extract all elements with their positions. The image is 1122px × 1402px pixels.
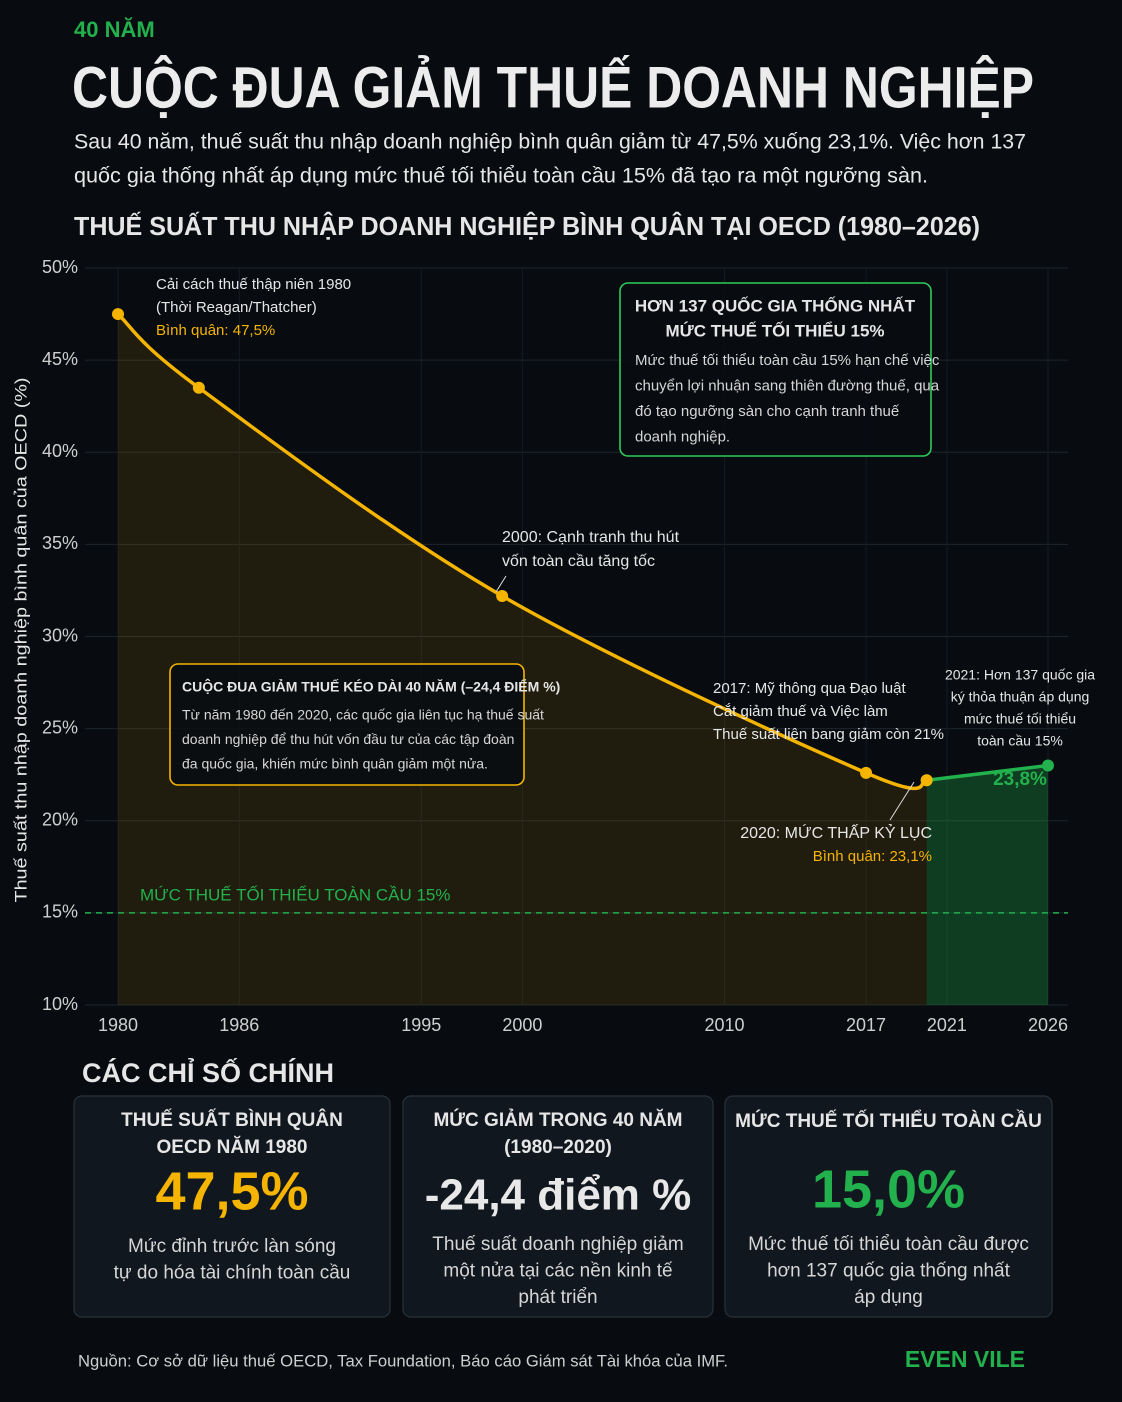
y-tick-label: 15% [42,902,78,922]
y-tick-label: 30% [42,625,78,645]
x-tick-label: 2021 [927,1015,967,1035]
kpi-description: Thuế suất doanh nghiệp giảm [432,1234,683,1255]
line [926,763,1049,782]
callout-body: Mức thuế tối thiểu toàn cầu 15% hạn chế … [635,352,940,369]
reference-label: MỨC THUẾ TỐI THIỂU TOÀN CẦU 15% [140,884,451,904]
annotation: (Thời Reagan/Thatcher) [156,299,317,316]
callout-title: MỨC THUẾ TỐI THIỂU 15% [665,320,884,340]
callout-title: CUỘC ĐUA GIẢM THUẾ KÉO DÀI 40 NĂM (–24,4… [182,678,560,695]
kpi-description: Mức thuế tối thiểu toàn cầu được [748,1234,1029,1255]
annotation: 2000: Cạnh tranh thu hút [502,529,680,546]
kpi-card [73,1095,391,1318]
y-tick-label: 25% [42,717,78,737]
subtitle: quốc gia thống nhất áp dụng mức thuế tối… [74,165,928,188]
annotation: 2020: MỨC THẤP KỶ LỤC [740,823,932,842]
area [926,765,1048,1005]
callout-box [169,663,525,786]
x-tick-label: 2026 [1028,1015,1068,1035]
y-tick-label: 10% [42,994,78,1014]
y-tick-label: 40% [42,441,78,461]
callout-title: HƠN 137 QUỐC GIA THỐNG NHẤT [635,295,916,315]
kpi-card [724,1095,1053,1318]
point [920,774,933,787]
annotation: Cải cách thuế thập niên 1980 [156,276,351,293]
leader [495,575,507,593]
x-tick-label: 1980 [98,1015,138,1035]
x-tick-label: 2000 [502,1015,542,1035]
annotation-value: 23,8% [993,769,1047,790]
y-axis-label: Thuế suất thu nhập doanh nghiệp bình quâ… [11,378,30,903]
x-tick-label: 1986 [219,1015,259,1035]
callout-body: doanh nghiệp. [635,428,730,445]
kpi-title: OECD NĂM 1980 [157,1136,308,1158]
annotation: Cắt giảm thuế và Việc làm [713,703,888,720]
point [860,766,873,779]
point [496,589,509,602]
callout-body: đa quốc gia, khiến mức bình quân giảm mộ… [182,756,488,772]
x-tick-label: 2010 [704,1015,744,1035]
annotation-value: Bình quân: 47,5% [156,322,275,339]
source: Nguồn: Cơ sở dữ liệu thuế OECD, Tax Foun… [78,1351,728,1370]
kpi-value: 15,0% [812,1159,965,1219]
y-tick-label: 20% [42,810,78,830]
kpi-title: THUẾ SUẤT BÌNH QUÂN [121,1109,343,1131]
subtitle: Sau 40 năm, thuế suất thu nhập doanh ngh… [74,131,1026,154]
kpi-description: áp dụng [854,1287,923,1308]
y-tick-label: 35% [42,533,78,553]
callout-box [619,282,932,457]
kpi-value: 47,5% [155,1161,308,1221]
leader [889,781,915,821]
title: CUỘC ĐUA GIẢM THUẾ DOANH NGHIỆP [72,55,1034,120]
annotation: toàn cầu 15% [977,733,1063,749]
annotation: 2017: Mỹ thông qua Đạo luật [713,680,906,697]
kpi-card [402,1095,714,1318]
brand: EVEN VILE [905,1346,1025,1372]
y-tick-label: 45% [42,349,78,369]
x-tick-label: 2017 [846,1015,886,1035]
kpi-title: MỨC GIẢM TRONG 40 NĂM [433,1109,682,1131]
area [118,314,927,1005]
point [1042,759,1054,772]
annotation-value: Bình quân: 23,1% [813,848,932,865]
chart-title: THUẾ SUẤT THU NHẬP DOANH NGHIỆP BÌNH QUÂ… [74,211,980,241]
callout-body: doanh nghiệp để thu hút vốn đầu tư của c… [182,731,514,747]
point [112,308,124,321]
callout-body: chuyển lợi nhuận sang thiên đường thuế, … [635,377,940,394]
annotation: mức thuế tối thiểu [964,711,1076,727]
kpi-description: hơn 137 quốc gia thống nhất [767,1261,1010,1282]
section-title: CÁC CHỈ SỐ CHÍNH [82,1056,334,1088]
annotation: vốn toàn cầu tăng tốc [502,553,655,570]
annotation: 2021: Hơn 137 quốc gia [945,667,1095,683]
point [192,381,205,394]
kpi-description: một nửa tại các nền kinh tế [443,1261,673,1282]
annotation: ký thỏa thuận áp dụng [951,689,1090,705]
annotation: Thuế suất liên bang giảm còn 21% [713,726,944,743]
callout-body: đó tạo ngưỡng sàn cho cạnh tranh thuế [635,403,900,420]
callout-body: Từ năm 1980 đến 2020, các quốc gia liên … [182,707,544,723]
y-tick-label: 50% [42,257,78,277]
kpi-title: MỨC THUẾ TỐI THIỂU TOÀN CẦU [735,1110,1042,1132]
kpi-title: (1980–2020) [504,1137,612,1158]
kpi-description: phát triển [518,1287,597,1308]
x-tick-label: 1995 [401,1015,441,1035]
kpi-description: Mức đỉnh trước làn sóng [128,1236,336,1257]
kpi-value: -24,4 điểm % [425,1171,692,1220]
kicker: 40 NĂM [74,17,155,42]
kpi-description: tự do hóa tài chính toàn cầu [114,1263,351,1284]
